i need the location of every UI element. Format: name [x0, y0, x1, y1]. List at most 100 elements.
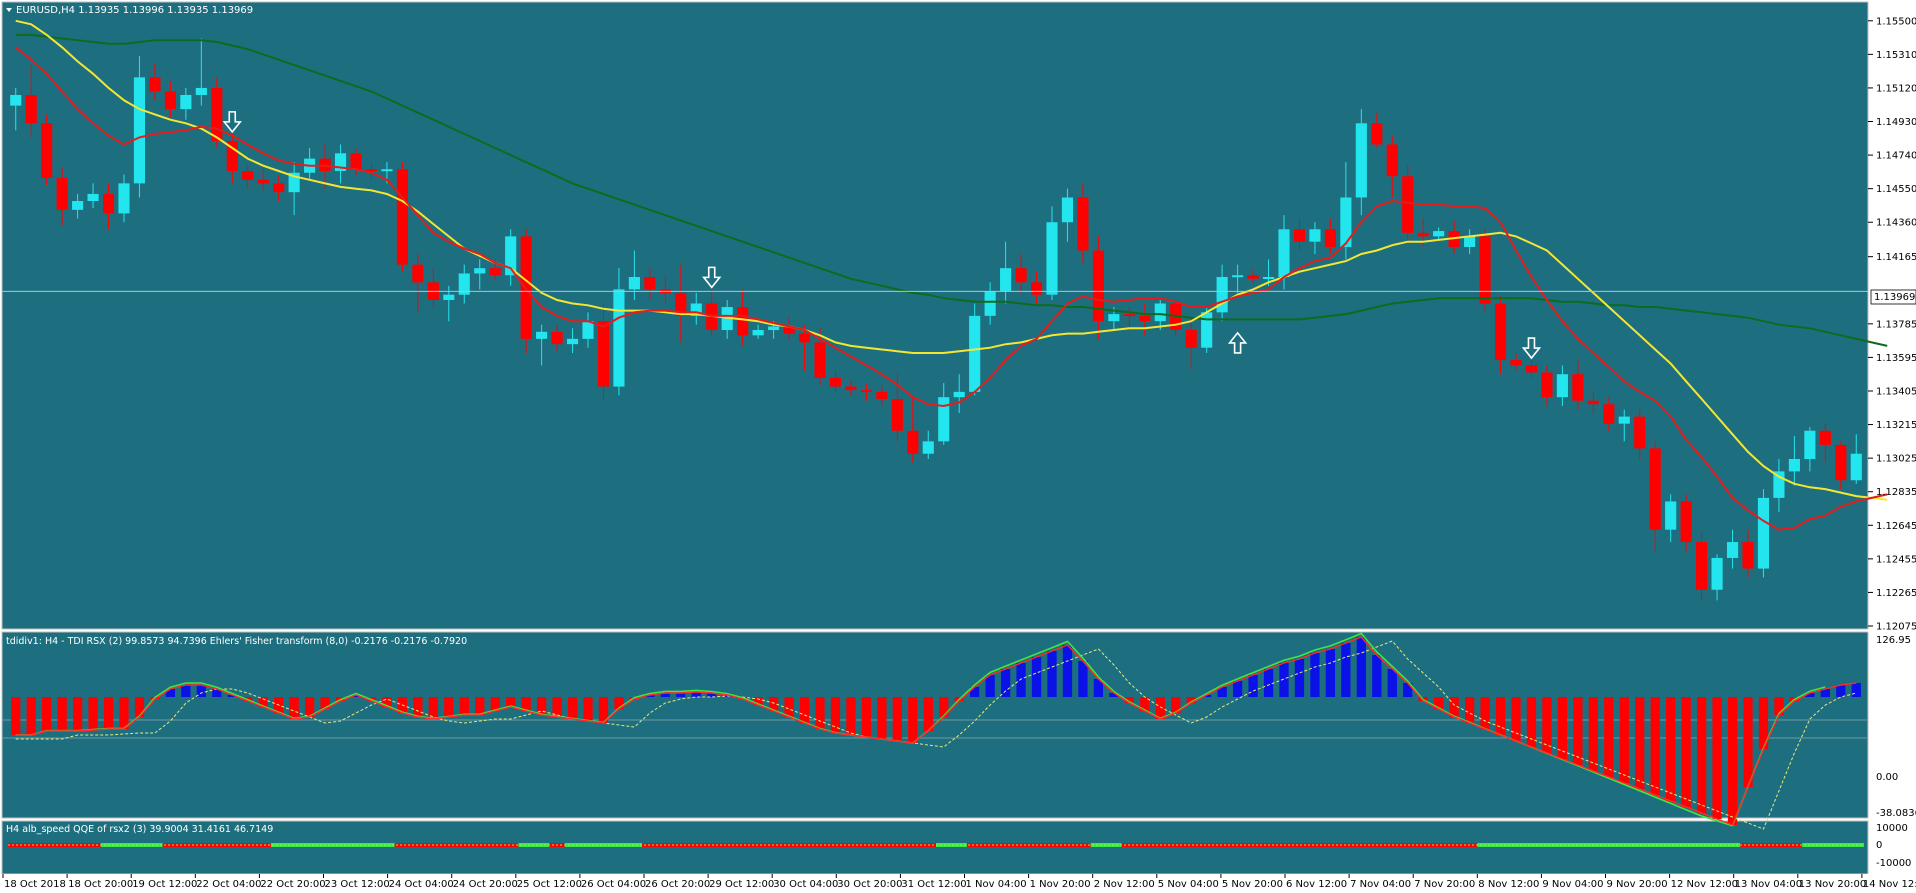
candle-body: [489, 268, 501, 276]
time-axis-label: 9 Nov 04:00: [1542, 879, 1603, 890]
price-axis-label: 1.12075: [1876, 622, 1916, 633]
candle-body: [1232, 275, 1244, 278]
tdi-histogram-bar: [134, 697, 145, 717]
tdi-histogram-bar: [1093, 679, 1104, 697]
tdi-histogram-bar: [1681, 697, 1691, 807]
candle-body: [25, 95, 37, 124]
tdi-histogram-bar: [413, 697, 423, 717]
signal-arrow-down-icon: [1521, 337, 1542, 360]
tdi-histogram-bar: [939, 697, 949, 717]
tdi-histogram-bar: [722, 695, 732, 697]
candle-body: [1139, 315, 1151, 322]
candle-body: [1386, 144, 1398, 177]
time-axis-label: 1 Nov 04:00: [966, 879, 1027, 890]
tdi-histogram-bar: [1155, 697, 1165, 719]
candle-body: [1587, 400, 1599, 405]
candle-body: [87, 193, 99, 202]
tdi-histogram-bar: [1511, 697, 1521, 741]
candle-body: [72, 201, 84, 210]
signal-arrow-down-icon: [222, 111, 242, 134]
candle-body: [1726, 542, 1739, 558]
candle-body: [1649, 448, 1661, 530]
tdi-histogram-bar: [289, 697, 299, 719]
time-axis-label: 31 Oct 12:00: [901, 879, 966, 890]
price-axis-label: 1.12455: [1876, 554, 1916, 565]
tdi-histogram-bar: [165, 689, 176, 697]
time-axis-label: 26 Oct 20:00: [645, 879, 710, 890]
tdi-histogram-bar: [1356, 637, 1366, 697]
candle-body: [180, 95, 192, 110]
candle-body: [1541, 372, 1553, 398]
candle-body: [566, 338, 579, 345]
tdi-axis-label: 126.95: [1876, 635, 1911, 646]
tdi-histogram-bar: [784, 697, 794, 717]
tdi-histogram-bar: [1588, 697, 1598, 771]
ma-mid-line: [15, 19, 1888, 501]
candle-body: [412, 264, 424, 283]
price-axis-label: 1.12645: [1876, 521, 1916, 532]
candle-body: [922, 441, 934, 454]
tdi-histogram-bar: [536, 697, 547, 715]
tdi-histogram-bar: [552, 697, 562, 717]
candle-body: [1371, 123, 1383, 145]
candle-body: [1494, 303, 1507, 361]
tdi-histogram-bar: [660, 693, 670, 697]
time-axis-label: 18 Oct 2018: [4, 879, 66, 890]
tdi-histogram-bar: [923, 697, 933, 731]
candle-body: [56, 178, 68, 210]
tdi-histogram-bar: [212, 689, 222, 697]
tdi-histogram-bar: [676, 693, 686, 697]
candle-body: [536, 331, 548, 339]
qqe-indicator-pane[interactable]: [1, 820, 1869, 875]
tdi-histogram-bar: [707, 693, 717, 697]
candle-body: [1293, 229, 1306, 242]
time-axis-label: 23 Oct 12:00: [325, 879, 390, 890]
tdi-histogram-bar: [768, 697, 779, 711]
candle-body: [102, 193, 115, 214]
time-axis-panel[interactable]: [0, 874, 1916, 893]
time-axis-label: 24 Oct 04:00: [389, 879, 454, 890]
candle-body: [752, 330, 764, 336]
tdi-histogram-bar: [1712, 697, 1722, 819]
tdi-histogram-bar: [88, 697, 98, 730]
price-axis-label: 1.15120: [1876, 83, 1916, 94]
tdi-histogram-bar: [459, 697, 469, 715]
candle-body: [288, 172, 300, 193]
candle-body: [1015, 268, 1027, 283]
time-axis-label: 22 Oct 20:00: [260, 879, 325, 890]
price-axis-panel[interactable]: [1870, 0, 1916, 874]
menu-triangle-icon[interactable]: [6, 8, 12, 12]
time-axis-label: 26 Oct 04:00: [581, 879, 646, 890]
price-axis-label: 1.13025: [1876, 454, 1916, 465]
tdi-histogram-bar: [614, 697, 624, 709]
tdi-histogram-bar: [753, 697, 763, 705]
tdi-histogram-bar: [970, 687, 980, 697]
tdi-histogram-bar: [1294, 659, 1305, 697]
time-axis-label: 8 Nov 12:00: [1478, 879, 1539, 890]
qqe-indicator-title: H4 alb_speed QQE of rsx2 (3) 39.9004 31.…: [6, 824, 273, 835]
candle-body: [226, 140, 238, 171]
tdi-histogram-bar: [57, 697, 67, 731]
candle-body: [613, 289, 625, 387]
tdi-histogram-bar: [1124, 697, 1134, 703]
candle-body: [1402, 176, 1414, 233]
tdi-histogram-bar: [1851, 683, 1861, 697]
time-axis-label: 7 Nov 20:00: [1414, 879, 1475, 890]
tdi-signal-line: [15, 640, 1857, 830]
tdi-histogram-bar: [1263, 669, 1274, 697]
signal-arrow-down-icon: [702, 266, 722, 289]
tdi-histogram-bar: [351, 695, 361, 697]
price-axis-label: 1.15500: [1876, 16, 1916, 27]
tdi-histogram-bar: [1635, 697, 1645, 789]
candle-body: [1680, 501, 1692, 543]
tdi-histogram-bar: [1016, 663, 1026, 697]
time-axis-label: 24 Oct 20:00: [453, 879, 518, 890]
tdi-histogram-bar: [567, 697, 578, 719]
candle-body: [195, 87, 207, 96]
main-price-pane[interactable]: [1, 1, 1869, 630]
candle-body: [365, 169, 378, 172]
candle-body: [1433, 231, 1445, 237]
tdi-price-line: [15, 636, 1857, 826]
tdi-histogram-bar: [1186, 697, 1196, 703]
